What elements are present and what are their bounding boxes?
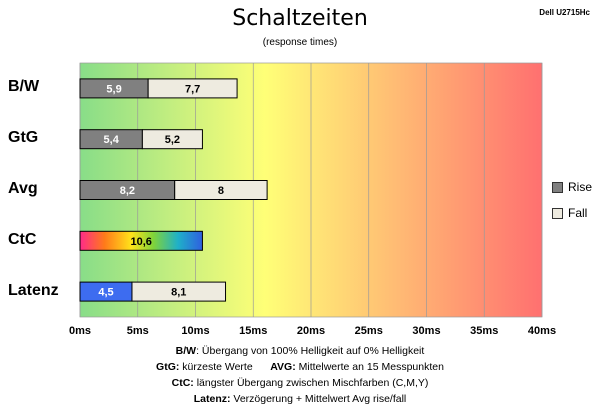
chart-subtitle: (response times) [262,37,338,48]
category-label: GtG [8,129,39,147]
bar-label: 4,5 [98,287,113,299]
legend-item-fall: Fall [552,206,587,220]
x-tick-label: 15ms [239,325,268,337]
chart-title: Schaltzeiten [232,6,368,31]
x-tick-label: 10ms [181,325,210,337]
x-tick-label: 0ms [68,325,92,337]
x-tick-label: 25ms [354,325,383,337]
legend-swatch-fall [552,207,563,219]
device-label: Dell U2715Hc [539,8,590,17]
bar-label: 5,9 [106,83,121,95]
note-key: Latenz: [193,393,231,405]
x-tick-label: 35ms [470,325,499,337]
bar-label: 5,2 [165,134,180,146]
bar-fall [147,78,238,99]
note-line-3: CtC: längster Übergang zwischen Mischfar… [0,375,600,391]
legend-item-rise: Rise [552,180,592,194]
x-tick-label: 5ms [126,325,149,337]
note-text: längster Übergang zwischen Mischfarben (… [193,377,429,389]
bar-label: 5,4 [104,134,120,146]
bar-label: 10,6 [131,236,152,248]
category-label: Avg [8,180,38,197]
note-key: AVG: [270,361,296,373]
note-line-1: B/W: Übergang von 100% Helligkeit auf 0%… [0,343,600,359]
note-key: CtC: [171,377,194,389]
x-tick-label: 40ms [527,325,557,337]
note-text: Verzögerung + Mittelwert Avg rise/fall [230,393,407,405]
note-line-4: Latenz: Verzögerung + Mittelwert Avg ris… [0,391,600,407]
category-label: CtC [8,230,37,248]
bar-fall [174,180,268,200]
bar-label: 8,1 [171,287,186,299]
bar-label: 8 [218,185,224,197]
bar-label: 8,2 [120,185,135,197]
bar-rise [79,230,203,251]
legend-swatch-rise [552,181,563,193]
note-text: : Übergang von 100% Helligkeit auf 0% He… [196,345,425,357]
bar-fall [141,129,203,150]
note-text: Mittelwerte an 15 Messpunkten [295,361,444,373]
bar-fall [131,281,227,302]
bar-label: 7,7 [185,83,200,95]
x-tick-label: 30ms [412,325,441,337]
note-key: GtG: [156,361,180,373]
note-line-2: GtG: kürzeste Werte AVG: Mittelwerte an … [0,359,600,375]
category-label: Latenz [8,281,59,299]
x-tick-label: 20ms [296,325,326,337]
note-key: B/W [175,345,197,357]
legend-label-rise: Rise [568,180,593,194]
category-label: B/W [8,78,40,96]
footnotes: B/W: Übergang von 100% Helligkeit auf 0%… [0,343,600,407]
note-text: kürzeste Werte [179,361,253,373]
legend-label-fall: Fall [568,206,588,220]
